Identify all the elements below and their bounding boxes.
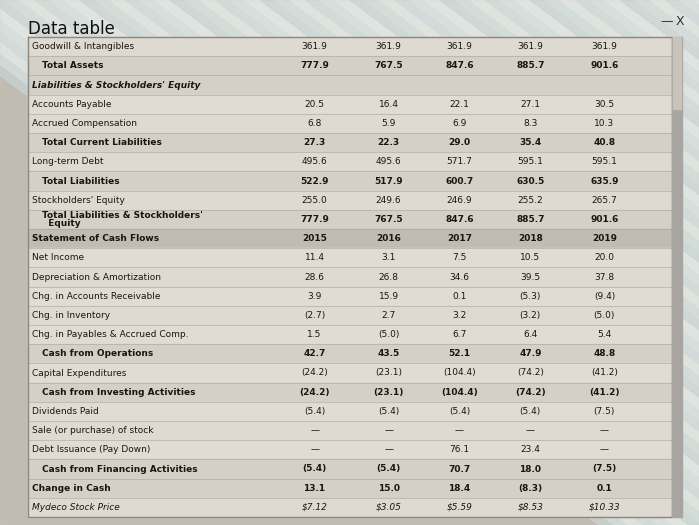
Polygon shape [680,0,699,525]
Text: 847.6: 847.6 [445,215,474,224]
Text: (5.3): (5.3) [519,292,541,301]
Text: Total Liabilities & Stockholders': Total Liabilities & Stockholders' [42,211,203,220]
Text: 0.1: 0.1 [452,292,467,301]
Text: 3.2: 3.2 [452,311,467,320]
Text: 5.4: 5.4 [597,330,612,339]
Text: Cash from Operations: Cash from Operations [42,349,153,358]
Text: 0.1: 0.1 [596,484,612,492]
Text: Mydeco Stock Price: Mydeco Stock Price [32,503,120,512]
Text: $3.05: $3.05 [375,503,402,512]
Text: —: — [660,15,672,28]
Text: 3.1: 3.1 [382,253,396,262]
Text: 22.3: 22.3 [377,138,400,147]
Text: 2019: 2019 [592,234,617,243]
Text: 495.6: 495.6 [376,158,401,166]
Text: (8.3): (8.3) [518,484,542,492]
Text: $7.12: $7.12 [302,503,328,512]
Text: 6.9: 6.9 [452,119,467,128]
Polygon shape [0,0,659,525]
Polygon shape [95,0,699,525]
Text: Accounts Payable: Accounts Payable [32,100,112,109]
Text: 2018: 2018 [518,234,542,243]
Text: Dividends Paid: Dividends Paid [32,407,99,416]
Text: Cash from Investing Activities: Cash from Investing Activities [42,387,196,397]
Text: (5.4): (5.4) [304,407,325,416]
Text: —: — [384,445,393,454]
Text: 3.9: 3.9 [308,292,322,301]
Polygon shape [245,0,699,525]
Text: 15.9: 15.9 [379,292,398,301]
Text: (41.2): (41.2) [589,387,619,397]
Text: Sale (or purchase) of stock: Sale (or purchase) of stock [32,426,154,435]
Polygon shape [28,76,672,94]
Text: Liabilities & Stockholders' Equity: Liabilities & Stockholders' Equity [32,80,201,89]
Text: 246.9: 246.9 [447,196,473,205]
Text: (5.0): (5.0) [593,311,615,320]
Text: (9.4): (9.4) [593,292,615,301]
Text: 777.9: 777.9 [300,61,329,70]
Text: 20.5: 20.5 [305,100,324,109]
Polygon shape [65,0,699,525]
Text: 30.5: 30.5 [594,100,614,109]
Text: 10.5: 10.5 [520,253,540,262]
Polygon shape [155,0,699,525]
Polygon shape [28,287,672,306]
Text: 522.9: 522.9 [301,176,329,185]
Text: 39.5: 39.5 [520,272,540,281]
Text: (7.5): (7.5) [593,407,615,416]
Polygon shape [28,363,672,383]
Polygon shape [605,0,699,525]
Polygon shape [35,0,699,525]
Text: 2017: 2017 [447,234,472,243]
Text: 47.9: 47.9 [519,349,542,358]
Text: 901.6: 901.6 [590,61,619,70]
Polygon shape [335,0,699,525]
Text: 249.6: 249.6 [376,196,401,205]
Text: 23.4: 23.4 [520,445,540,454]
Polygon shape [185,0,699,525]
Text: Statement of Cash Flows: Statement of Cash Flows [32,234,159,243]
Polygon shape [695,0,699,525]
Polygon shape [28,210,672,229]
Polygon shape [215,0,699,525]
Text: —: — [384,426,393,435]
Text: 52.1: 52.1 [449,349,470,358]
Text: (23.1): (23.1) [373,387,404,397]
Text: 37.8: 37.8 [594,272,614,281]
Text: Depreciation & Amortization: Depreciation & Amortization [32,272,161,281]
Text: Total Liabilities: Total Liabilities [42,176,120,185]
Polygon shape [590,0,699,525]
Text: $10.33: $10.33 [589,503,620,512]
Polygon shape [28,421,672,440]
Text: 20.0: 20.0 [594,253,614,262]
Polygon shape [28,440,672,459]
Text: (7.5): (7.5) [592,465,617,474]
Polygon shape [500,0,699,525]
Text: 255.2: 255.2 [517,196,543,205]
Polygon shape [395,0,699,525]
Text: 517.9: 517.9 [375,176,403,185]
Text: Total Current Liabilities: Total Current Liabilities [42,138,162,147]
Text: Chg. in Accounts Receivable: Chg. in Accounts Receivable [32,292,161,301]
Polygon shape [455,0,699,525]
Polygon shape [28,498,672,517]
Text: Stockholders' Equity: Stockholders' Equity [32,196,125,205]
Text: 2015: 2015 [302,234,327,243]
Polygon shape [50,0,699,525]
Text: 11.4: 11.4 [305,253,324,262]
Text: Data table: Data table [28,20,115,38]
Text: 600.7: 600.7 [445,176,474,185]
Text: (5.4): (5.4) [377,465,401,474]
Text: —: — [310,445,319,454]
Text: 2.7: 2.7 [382,311,396,320]
Text: Debt Issuance (Pay Down): Debt Issuance (Pay Down) [32,445,150,454]
Text: 361.9: 361.9 [447,42,473,51]
Text: 40.8: 40.8 [593,138,615,147]
Polygon shape [28,344,672,363]
Text: (5.4): (5.4) [519,407,541,416]
Text: 27.3: 27.3 [303,138,326,147]
Text: Chg. in Payables & Accrued Comp.: Chg. in Payables & Accrued Comp. [32,330,189,339]
Text: 361.9: 361.9 [302,42,328,51]
